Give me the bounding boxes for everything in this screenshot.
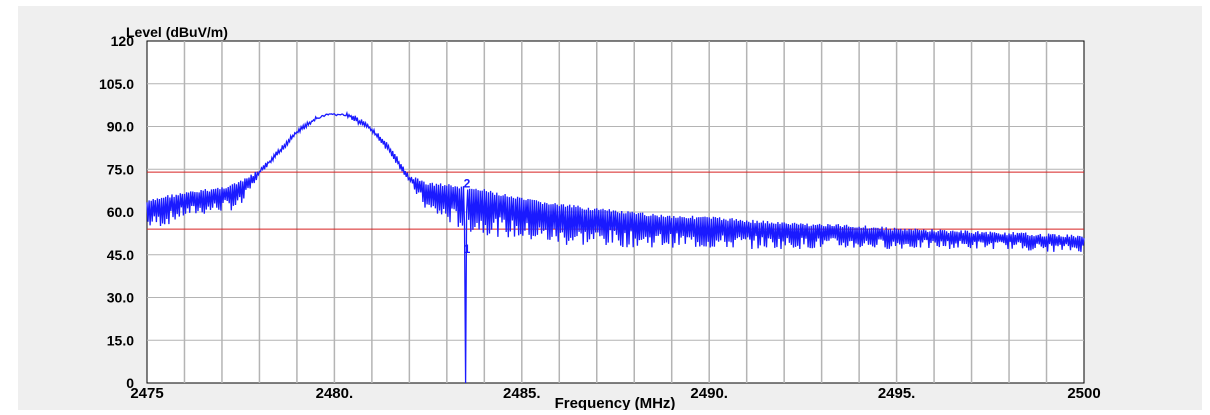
y-tick-label: 90.0: [107, 119, 134, 135]
trace-series: [146, 110, 1085, 384]
marker-label-1: 1: [464, 242, 471, 256]
x-tick-label: 2490.: [690, 385, 728, 402]
marker-label-2: 2: [464, 177, 471, 191]
y-axis-label: Level (dBuV/m): [126, 24, 228, 40]
y-tick-label: 45.0: [107, 247, 134, 263]
x-tick-label: 2475: [130, 385, 163, 402]
trace-line: [146, 110, 1085, 384]
y-tick-label: 105.0: [99, 76, 134, 92]
y-tick-labels: 0 15.0 30.0 45.0 60.0 75.0 90.0 105.0 120: [99, 33, 134, 391]
x-tick-labels: 2475 2480. 2485. 2490. 2495. 2500: [130, 385, 1100, 402]
limit-lines: [147, 171, 1084, 230]
y-tick-label: 75.0: [107, 161, 134, 177]
x-tick-label: 2480.: [316, 385, 354, 402]
x-tick-label: 2500: [1067, 385, 1100, 402]
x-tick-label: 2495.: [878, 385, 916, 402]
y-tick-label: 15.0: [107, 332, 134, 348]
x-tick-label: 2485.: [503, 385, 541, 402]
y-tick-label: 60.0: [107, 204, 134, 220]
y-tick-label: 120: [111, 33, 135, 49]
marker-group: 12: [464, 177, 471, 257]
y-tick-label: 30.0: [107, 290, 134, 306]
x-axis-label: Frequency (MHz): [555, 395, 676, 410]
y-tick-label: 0: [126, 375, 134, 391]
